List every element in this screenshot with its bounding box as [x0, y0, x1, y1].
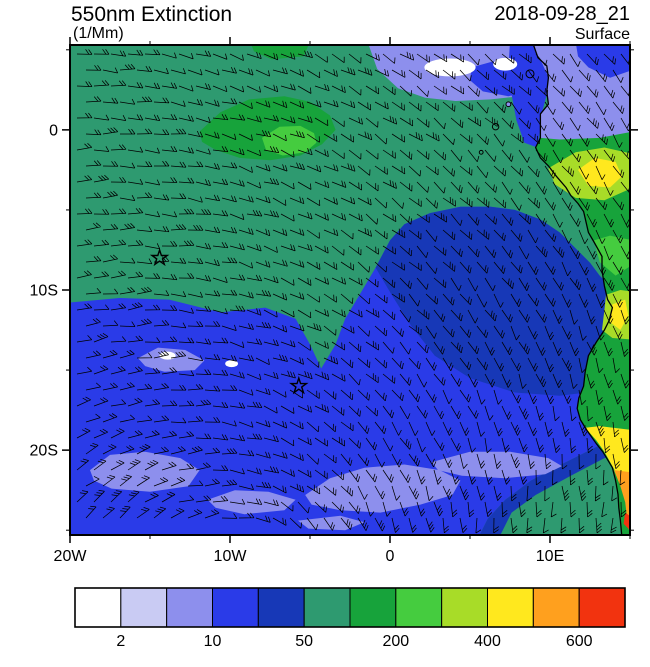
colorbar-label: 600	[566, 633, 593, 650]
star-marker	[149, 247, 170, 267]
island	[478, 149, 484, 155]
plot-units-label: (1/Mm)	[73, 25, 124, 42]
land-contour-region	[623, 512, 630, 531]
colorbar-cell	[349, 587, 397, 628]
contour-region	[207, 490, 296, 515]
colorbar-label: 50	[295, 633, 313, 650]
y-axis-label: 0	[49, 122, 58, 139]
contour-region	[90, 451, 200, 492]
island	[491, 122, 500, 131]
colorbar-label: 400	[474, 633, 501, 650]
colorbar-cell	[120, 587, 168, 628]
plot-title: 550nm Extinction	[71, 3, 233, 26]
colorbar-outline	[74, 587, 626, 628]
colorbar-cell	[532, 587, 580, 628]
colorbar-label: 200	[382, 633, 409, 650]
land-contour-region	[585, 426, 630, 482]
wind-barbs	[76, 49, 630, 534]
coastline-layer	[532, 45, 623, 535]
plot-level-label: Surface	[574, 26, 630, 43]
colorbar-cell	[303, 587, 351, 628]
land-contour-region	[614, 470, 630, 532]
colorbar: 2 10 50 200 400 600	[74, 587, 626, 650]
contour-region	[225, 360, 239, 368]
contour-region	[375, 206, 630, 396]
x-axis-label: 10W	[214, 548, 248, 565]
colorbar-label: 2	[116, 633, 125, 650]
x-axis-label: 10E	[536, 548, 564, 565]
contour-region	[424, 58, 476, 77]
colorbar-cell	[166, 587, 214, 628]
colorbar-cell	[578, 587, 626, 628]
x-axis-label: 20W	[54, 548, 88, 565]
coastline	[532, 45, 623, 535]
colorbar-cell	[212, 587, 259, 628]
colorbar-cell	[257, 587, 305, 628]
y-axis-label: 10S	[30, 283, 58, 300]
colorbar-cell	[74, 587, 122, 628]
contour-region	[138, 347, 205, 372]
colorbar-cell	[395, 587, 443, 628]
colorbar-cell	[441, 587, 488, 628]
plot-datetime: 2018-09-28_21	[494, 3, 630, 25]
station-marker-layer	[149, 247, 309, 395]
star-marker	[289, 375, 309, 395]
axis-tick-layer: 20W 10W 0 10E 0 10S 20S	[30, 37, 638, 565]
y-axis-label: 20S	[30, 443, 58, 460]
island	[505, 101, 512, 108]
land-contour-region	[610, 299, 629, 330]
colorbar-cell	[487, 587, 534, 628]
contour-fill-layer	[70, 45, 630, 535]
land-contour-region	[576, 45, 630, 78]
wind-barb-layer	[76, 49, 630, 534]
colorbar-label: 10	[204, 633, 222, 650]
contour-region	[305, 464, 461, 513]
x-axis-label: 0	[386, 548, 395, 565]
land-contour-region	[578, 157, 622, 188]
